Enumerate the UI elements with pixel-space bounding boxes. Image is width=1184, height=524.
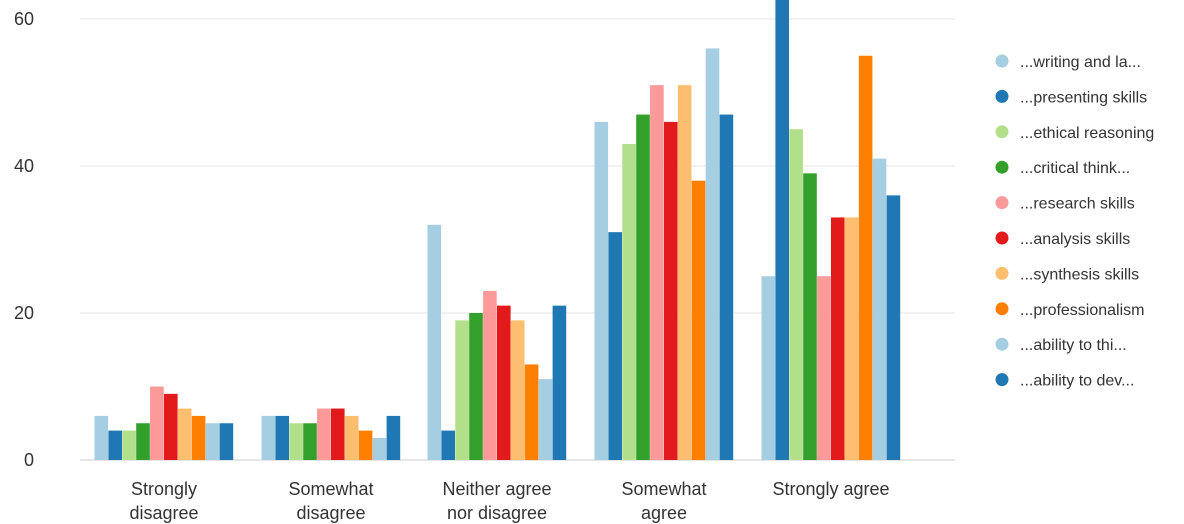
legend-label: ...ability to thi... bbox=[1020, 337, 1127, 354]
bar bbox=[177, 408, 192, 460]
legend-swatch bbox=[995, 302, 1009, 316]
bar bbox=[552, 305, 567, 460]
bar bbox=[150, 386, 164, 460]
legend: ...writing and la... ...presenting skills… bbox=[995, 54, 1154, 390]
legend-swatch bbox=[995, 89, 1009, 103]
x-category-label: Somewhat agree bbox=[621, 479, 706, 523]
legend-swatch bbox=[995, 231, 1009, 245]
bar bbox=[358, 430, 373, 460]
legend-label: ...professionalism bbox=[1020, 302, 1145, 319]
bar bbox=[524, 364, 539, 460]
bar bbox=[275, 415, 289, 460]
bar bbox=[636, 114, 650, 461]
legend-label: ...presenting skills bbox=[1020, 89, 1147, 106]
legend-swatch bbox=[995, 125, 1009, 139]
legend-swatch bbox=[995, 160, 1009, 174]
x-axis: Strongly disagree Somewhat disagree Neither … bbox=[129, 479, 889, 523]
x-category-label: Strongly agree bbox=[772, 479, 889, 499]
legend-label: ...synthesis skills bbox=[1020, 266, 1139, 283]
x-category-label: Somewhat disagree bbox=[288, 479, 373, 523]
bar bbox=[205, 423, 220, 460]
bar bbox=[122, 430, 136, 460]
bar bbox=[164, 393, 178, 460]
y-tick-label: 60 bbox=[14, 9, 34, 29]
bar bbox=[844, 217, 859, 460]
legend-swatch bbox=[995, 196, 1009, 210]
bar bbox=[872, 158, 887, 460]
bar bbox=[538, 379, 553, 460]
bar bbox=[664, 121, 678, 461]
legend-swatch bbox=[995, 54, 1009, 68]
y-tick-label: 40 bbox=[14, 156, 34, 176]
bar bbox=[219, 423, 234, 460]
bar bbox=[136, 423, 150, 460]
x-category-label: Strongly disagree bbox=[129, 479, 198, 523]
legend-label: ...analysis skills bbox=[1020, 231, 1130, 248]
bar bbox=[886, 195, 901, 460]
bar bbox=[261, 415, 276, 460]
bar bbox=[469, 313, 483, 460]
legend-label: ...writing and la... bbox=[1020, 54, 1141, 71]
legend-swatch bbox=[995, 337, 1009, 351]
bar bbox=[317, 408, 331, 460]
bar bbox=[705, 48, 720, 461]
bar bbox=[303, 423, 317, 460]
legend-swatch bbox=[995, 266, 1009, 280]
bar bbox=[817, 276, 831, 460]
legend-label: ...ethical reasoning bbox=[1020, 125, 1154, 142]
y-tick-label: 0 bbox=[24, 450, 34, 470]
bar bbox=[441, 430, 455, 460]
bar bbox=[594, 121, 609, 461]
bar bbox=[497, 305, 511, 460]
bar bbox=[789, 129, 803, 460]
bar bbox=[831, 217, 845, 460]
bar bbox=[622, 143, 636, 460]
bar bbox=[691, 180, 706, 460]
bar bbox=[94, 415, 109, 460]
bar bbox=[483, 290, 497, 460]
bar bbox=[608, 232, 622, 460]
bar bbox=[650, 85, 664, 461]
bar bbox=[719, 114, 734, 461]
y-axis: 0 20 40 60 bbox=[14, 9, 34, 470]
legend-label: ...research skills bbox=[1020, 196, 1135, 213]
bar bbox=[108, 430, 122, 460]
bar bbox=[386, 415, 401, 460]
bar bbox=[427, 224, 442, 460]
bar bbox=[761, 276, 776, 460]
bar bbox=[289, 423, 303, 460]
y-tick-label: 20 bbox=[14, 303, 34, 323]
bar bbox=[677, 85, 692, 461]
legend-label: ...critical think... bbox=[1020, 160, 1130, 177]
bar bbox=[803, 173, 817, 460]
bar bbox=[455, 320, 469, 460]
legend-label: ...ability to dev... bbox=[1020, 373, 1134, 390]
bar bbox=[858, 55, 873, 460]
bar bbox=[775, 0, 789, 460]
bar bbox=[344, 415, 359, 460]
bar bbox=[331, 408, 345, 460]
bar bbox=[510, 320, 525, 460]
x-category-label: Neither agree nor disagree bbox=[442, 479, 551, 523]
bars bbox=[94, 0, 901, 461]
bar bbox=[191, 415, 206, 460]
bar bbox=[372, 437, 387, 460]
legend-swatch bbox=[995, 373, 1009, 387]
